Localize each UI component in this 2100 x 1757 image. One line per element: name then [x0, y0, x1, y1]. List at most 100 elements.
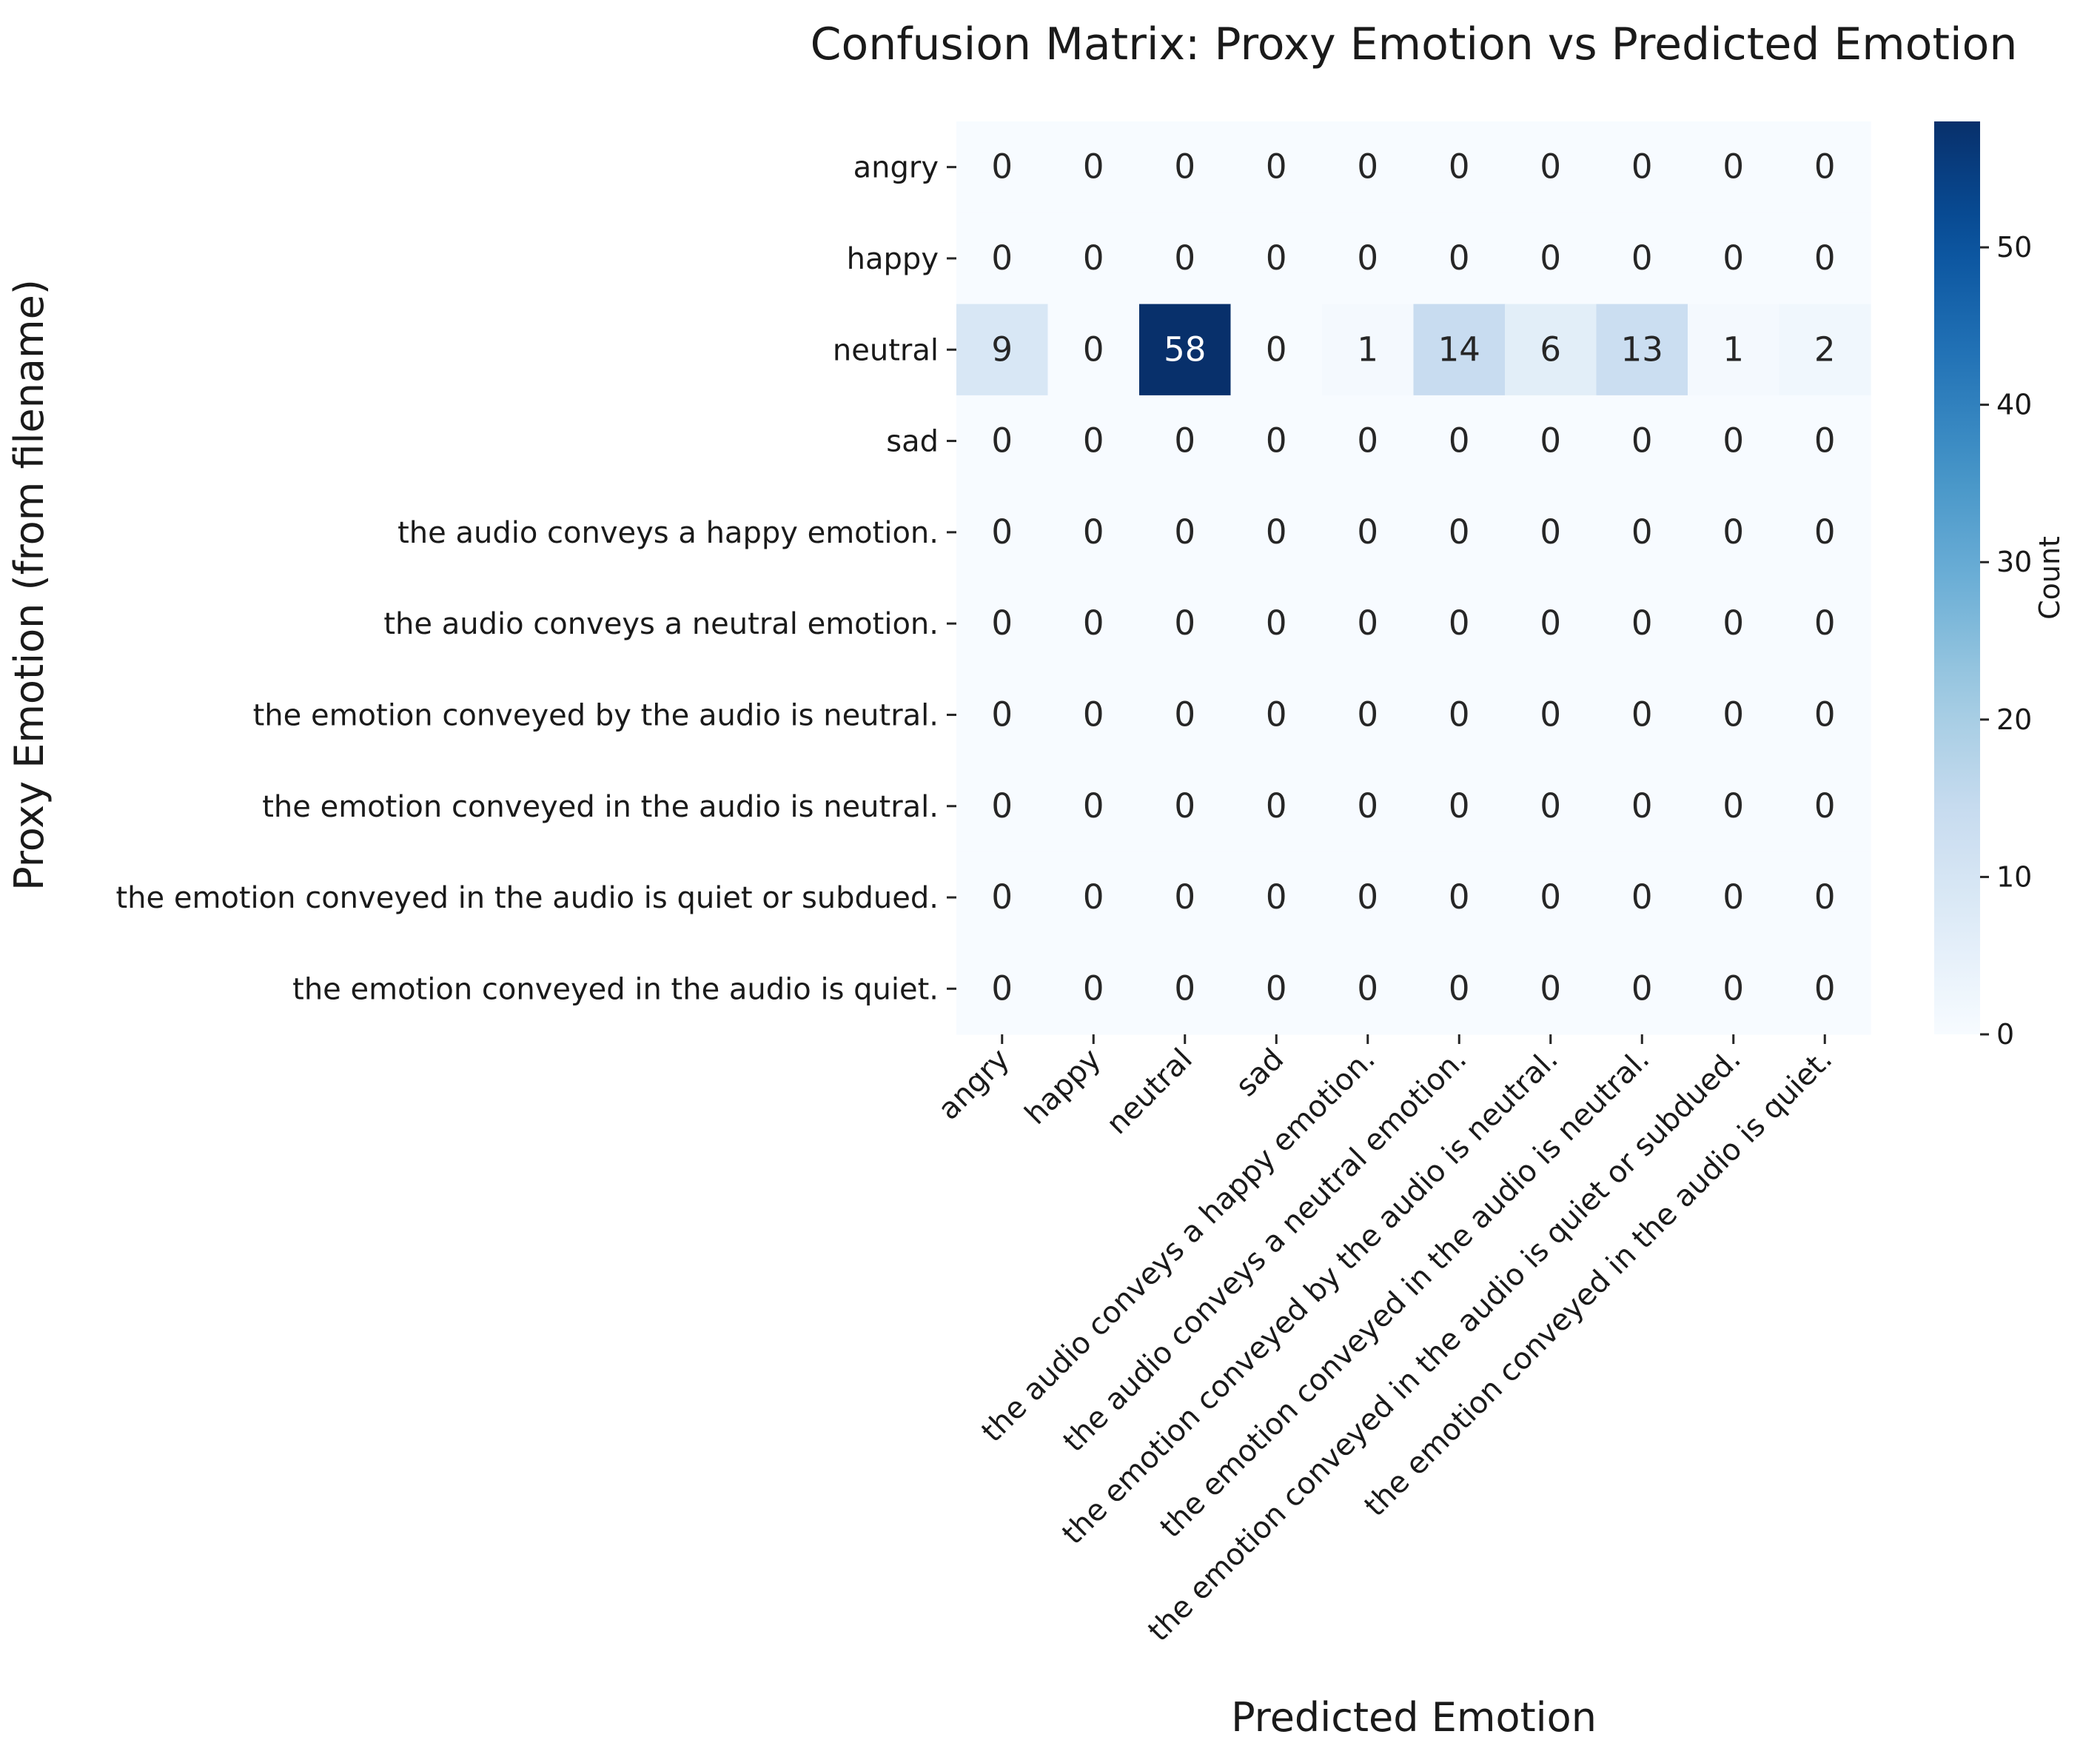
- y-tick-label-3: sad: [886, 425, 939, 459]
- x-tick-label-3: sad: [1230, 1043, 1291, 1104]
- heatmap-cell-r8-c8: [1688, 851, 1780, 944]
- cell-value-r9-c6: 0: [1540, 968, 1561, 1008]
- heatmap-cell-r9-c0: [956, 943, 1049, 1035]
- cell-value-r3-c7: 0: [1631, 421, 1653, 461]
- y-tick-label-0: angry: [853, 151, 939, 185]
- heatmap-cell-r5-c1: [1047, 578, 1140, 670]
- y-tick-label-2: neutral: [833, 333, 939, 367]
- heatmap-cell-r4-c6: [1505, 486, 1597, 579]
- cell-value-r1-c9: 0: [1814, 238, 1836, 278]
- cell-value-r3-c1: 0: [1083, 421, 1104, 461]
- cell-value-r8-c7: 0: [1631, 877, 1653, 917]
- x-tick-label-0: angry: [932, 1043, 1016, 1127]
- y-tick-label-1: happy: [847, 242, 939, 276]
- heatmap-cell-r6-c4: [1322, 669, 1415, 761]
- cell-value-r5-c5: 0: [1449, 603, 1470, 643]
- y-tick-label-4: the audio conveys a happy emotion.: [397, 516, 939, 550]
- heatmap-cell-r2-c5: [1413, 304, 1506, 396]
- heatmap-cell-r3-c8: [1688, 395, 1780, 487]
- heatmap-cell-r3-c5: [1413, 395, 1506, 487]
- heatmap-cell-r5-c7: [1596, 578, 1688, 670]
- heatmap-cell-r7-c1: [1047, 760, 1140, 852]
- cell-value-r7-c2: 0: [1174, 786, 1195, 826]
- heatmap-cell-r9-c2: [1139, 943, 1232, 1035]
- cell-value-r0-c2: 0: [1174, 147, 1195, 187]
- heatmap-cell-r7-c6: [1505, 760, 1597, 852]
- cell-value-r7-c4: 0: [1357, 786, 1378, 826]
- cell-value-r4-c9: 0: [1814, 512, 1836, 552]
- heatmap-cell-r1-c2: [1139, 212, 1232, 305]
- heatmap-cell-r5-c8: [1688, 578, 1780, 670]
- cell-value-r6-c7: 0: [1631, 695, 1653, 734]
- heatmap-cell-r6-c2: [1139, 669, 1232, 761]
- heatmap-cell-r2-c4: [1322, 304, 1415, 396]
- heatmap-cell-r4-c8: [1688, 486, 1780, 579]
- heatmap-cell-r9-c1: [1047, 943, 1140, 1035]
- cell-value-r6-c1: 0: [1083, 695, 1104, 734]
- cell-value-r0-c0: 0: [991, 147, 1013, 187]
- cell-value-r5-c4: 0: [1357, 603, 1378, 643]
- cell-value-r1-c5: 0: [1449, 238, 1470, 278]
- heatmap-cell-r6-c5: [1413, 669, 1506, 761]
- cell-value-r0-c1: 0: [1083, 147, 1104, 187]
- heatmap-cell-r7-c7: [1596, 760, 1688, 852]
- heatmap-cell-r4-c7: [1596, 486, 1688, 579]
- heatmap-cell-r0-c3: [1230, 121, 1323, 213]
- heatmap-cell-r2-c9: [1779, 304, 1871, 396]
- cell-value-r8-c3: 0: [1266, 877, 1287, 917]
- heatmap-cell-r3-c1: [1047, 395, 1140, 487]
- cell-value-r1-c0: 0: [991, 238, 1013, 278]
- heatmap-cell-r2-c6: [1505, 304, 1597, 396]
- cell-value-r0-c8: 0: [1722, 147, 1744, 187]
- heatmap-cell-r4-c1: [1047, 486, 1140, 579]
- heatmap-cell-r5-c2: [1139, 578, 1232, 670]
- heatmap-cell-r7-c2: [1139, 760, 1232, 852]
- heatmap-cell-labels: 0 0 0 0 0 0 0 0 0 0 0 0 0 0 0 0 0 0 0 0 9 0 58 0 1 14 6 13 1 2 0 0 0 0 0 0 0…: [991, 147, 1835, 1008]
- cell-value-r3-c3: 0: [1266, 421, 1287, 461]
- y-tick-label-8: the emotion conveyed in the audio is qui…: [115, 881, 939, 915]
- cell-value-r4-c1: 0: [1083, 512, 1104, 552]
- heatmap-cell-r9-c5: [1413, 943, 1506, 1035]
- cell-value-r3-c6: 0: [1540, 421, 1561, 461]
- cell-value-r6-c4: 0: [1357, 695, 1378, 734]
- cell-value-r7-c5: 0: [1449, 786, 1470, 826]
- heatmap-cell-r7-c5: [1413, 760, 1506, 852]
- cell-value-r1-c8: 0: [1722, 238, 1744, 278]
- cell-value-r7-c1: 0: [1083, 786, 1104, 826]
- cell-value-r1-c3: 0: [1266, 238, 1287, 278]
- heatmap-cell-r1-c7: [1596, 212, 1688, 305]
- heatmap-cell-r2-c1: [1047, 304, 1140, 396]
- heatmap-cell-r1-c9: [1779, 212, 1871, 305]
- cell-value-r9-c4: 0: [1357, 968, 1378, 1008]
- heatmap-cell-r3-c9: [1779, 395, 1871, 487]
- cell-value-r8-c5: 0: [1449, 877, 1470, 917]
- cell-value-r1-c1: 0: [1083, 238, 1104, 278]
- cell-value-r2-c1: 0: [1083, 329, 1104, 369]
- heatmap-cell-r9-c8: [1688, 943, 1780, 1035]
- cell-value-r5-c2: 0: [1174, 603, 1195, 643]
- heatmap-cell-r3-c6: [1505, 395, 1597, 487]
- heatmap-cell-r6-c1: [1047, 669, 1140, 761]
- heatmap-cell-r3-c7: [1596, 395, 1688, 487]
- cell-value-r2-c3: 0: [1266, 329, 1287, 369]
- heatmap-cell-r9-c6: [1505, 943, 1597, 1035]
- cell-value-r5-c8: 0: [1722, 603, 1744, 643]
- cell-value-r4-c0: 0: [991, 512, 1013, 552]
- x-tick-label-2: neutral: [1100, 1043, 1199, 1142]
- heatmap-cell-r2-c0: [956, 304, 1049, 396]
- cell-value-r1-c2: 0: [1174, 238, 1195, 278]
- heatmap-cell-r0-c1: [1047, 121, 1140, 213]
- cell-value-r9-c0: 0: [991, 968, 1013, 1008]
- colorbar-tick-label-3: 30: [1996, 546, 2032, 578]
- heatmap-cell-r4-c2: [1139, 486, 1232, 579]
- heatmap-cell-r0-c7: [1596, 121, 1688, 213]
- y-tick-label-7: the emotion conveyed in the audio is neu…: [262, 790, 939, 824]
- cell-value-r7-c9: 0: [1814, 786, 1836, 826]
- heatmap-cell-r6-c8: [1688, 669, 1780, 761]
- cell-value-r5-c3: 0: [1266, 603, 1287, 643]
- cell-value-r2-c2: 58: [1164, 329, 1206, 369]
- heatmap-cell-r9-c7: [1596, 943, 1688, 1035]
- cell-value-r8-c9: 0: [1814, 877, 1836, 917]
- heatmap-cell-r4-c4: [1322, 486, 1415, 579]
